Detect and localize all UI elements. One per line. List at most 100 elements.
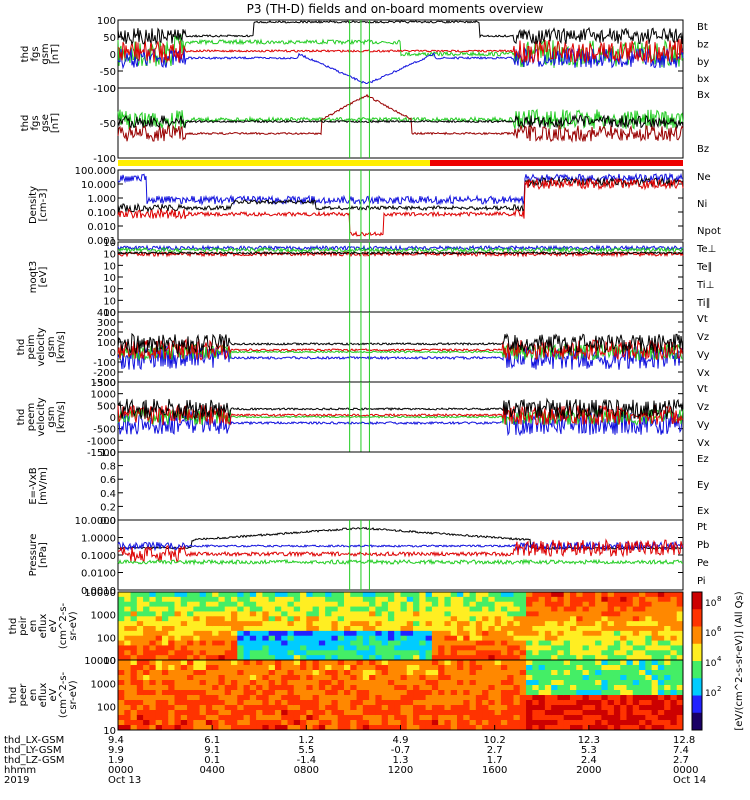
heatmap-cell (570, 700, 577, 706)
legend-Ni: Ni (697, 199, 707, 210)
heatmap-cell (431, 606, 439, 612)
heatmap-cell (469, 645, 477, 651)
heatmap-cell (676, 611, 684, 617)
heatmap-cell (168, 645, 175, 651)
heatmap-cell (651, 710, 659, 716)
series-bx (117, 46, 684, 84)
heatmap-cell (287, 630, 295, 637)
heatmap-cell (651, 626, 659, 632)
heatmap-cell (544, 645, 552, 651)
heatmap-cell (375, 655, 383, 661)
heatmap-cell (312, 720, 320, 726)
heatmap-cell (199, 635, 207, 642)
heatmap-cell (645, 640, 653, 646)
heatmap-cell (570, 655, 577, 661)
heatmap-cell (344, 606, 351, 612)
heatmap-cell (419, 601, 427, 608)
heatmap-cell (607, 592, 615, 598)
heatmap-cell (463, 640, 471, 646)
heatmap-cell (143, 690, 150, 696)
heatmap-cell (532, 626, 540, 632)
heatmap-cell (475, 630, 483, 637)
heatmap-cell (570, 710, 577, 716)
heatmap-cell (274, 715, 282, 721)
heatmap-cell (632, 715, 640, 721)
heatmap-cell (526, 710, 533, 716)
heatmap-cell (394, 720, 401, 726)
heatmap-cell (312, 715, 320, 721)
heatmap-cell (538, 685, 546, 691)
heatmap-cell (168, 596, 175, 603)
heatmap-cell (676, 592, 684, 598)
heatmap-cell (249, 621, 257, 627)
heatmap-cell (551, 592, 558, 598)
heatmap-cell (193, 725, 201, 731)
heatmap-cell (318, 665, 326, 671)
heatmap-cell (620, 690, 627, 696)
heatmap-cell (538, 606, 546, 612)
heatmap-cell (306, 621, 314, 627)
heatmap-cell (174, 655, 182, 661)
heatmap-cell (187, 611, 194, 617)
heatmap-cell (375, 660, 383, 666)
heatmap-cell (356, 611, 364, 617)
heatmap-cell (281, 660, 288, 666)
heatmap-cell (212, 715, 219, 721)
heatmap-cell (187, 725, 194, 731)
heatmap-cell (262, 715, 270, 721)
heatmap-cell (475, 705, 483, 711)
xaxis-row-label: 2019 (4, 775, 29, 786)
heatmap-cell (482, 606, 489, 612)
heatmap-cell (488, 611, 496, 617)
heatmap-cell (450, 670, 458, 676)
heatmap-cell (570, 720, 577, 726)
heatmap-cell (626, 650, 634, 656)
heatmap-cell (118, 640, 125, 646)
heatmap-cell (218, 695, 226, 701)
heatmap-cell (450, 710, 458, 716)
heatmap-cell (526, 685, 533, 691)
heatmap-cell (161, 596, 169, 603)
heatmap-cell (180, 670, 188, 676)
heatmap-cell (136, 621, 144, 627)
heatmap-cell (155, 630, 163, 637)
heatmap-cell (375, 695, 383, 701)
heatmap-cell (413, 635, 420, 642)
ytick-label: 1.000 (87, 194, 116, 205)
heatmap-cell (632, 680, 640, 686)
heatmap-cell (620, 710, 627, 716)
heatmap-cell (212, 655, 219, 661)
heatmap-cell (450, 655, 458, 661)
heatmap-cell (174, 715, 182, 721)
heatmap-cell (281, 650, 288, 656)
heatmap-cell (205, 650, 213, 656)
series-Ni (117, 176, 684, 214)
heatmap-cell (676, 630, 684, 637)
heatmap-cell (174, 616, 182, 622)
heatmap-cell (187, 650, 194, 656)
heatmap-cell (400, 640, 408, 646)
xaxis-value: 12.3 (578, 735, 600, 746)
heatmap-cell (274, 710, 282, 716)
heatmap-cell (130, 650, 138, 656)
heatmap-cell (381, 690, 389, 696)
heatmap-cell (607, 705, 615, 711)
heatmap-cell (318, 635, 326, 642)
heatmap-cell (676, 645, 684, 651)
heatmap-cell (350, 725, 358, 731)
heatmap-cell (293, 670, 301, 676)
heatmap-cell (613, 715, 621, 721)
heatmap-cell (620, 660, 627, 666)
heatmap-cell (231, 592, 238, 598)
heatmap-cell (318, 670, 326, 676)
heatmap-cell (645, 670, 653, 676)
heatmap-cell (344, 660, 351, 666)
heatmap-cell (237, 670, 245, 676)
ytick-label: 10.000 (81, 180, 116, 191)
heatmap-cell (457, 665, 464, 671)
heatmap-cell (155, 700, 163, 706)
heatmap-cell (620, 611, 627, 617)
heatmap-cell (118, 596, 125, 603)
heatmap-cell (639, 690, 646, 696)
heatmap-cell (588, 695, 596, 701)
